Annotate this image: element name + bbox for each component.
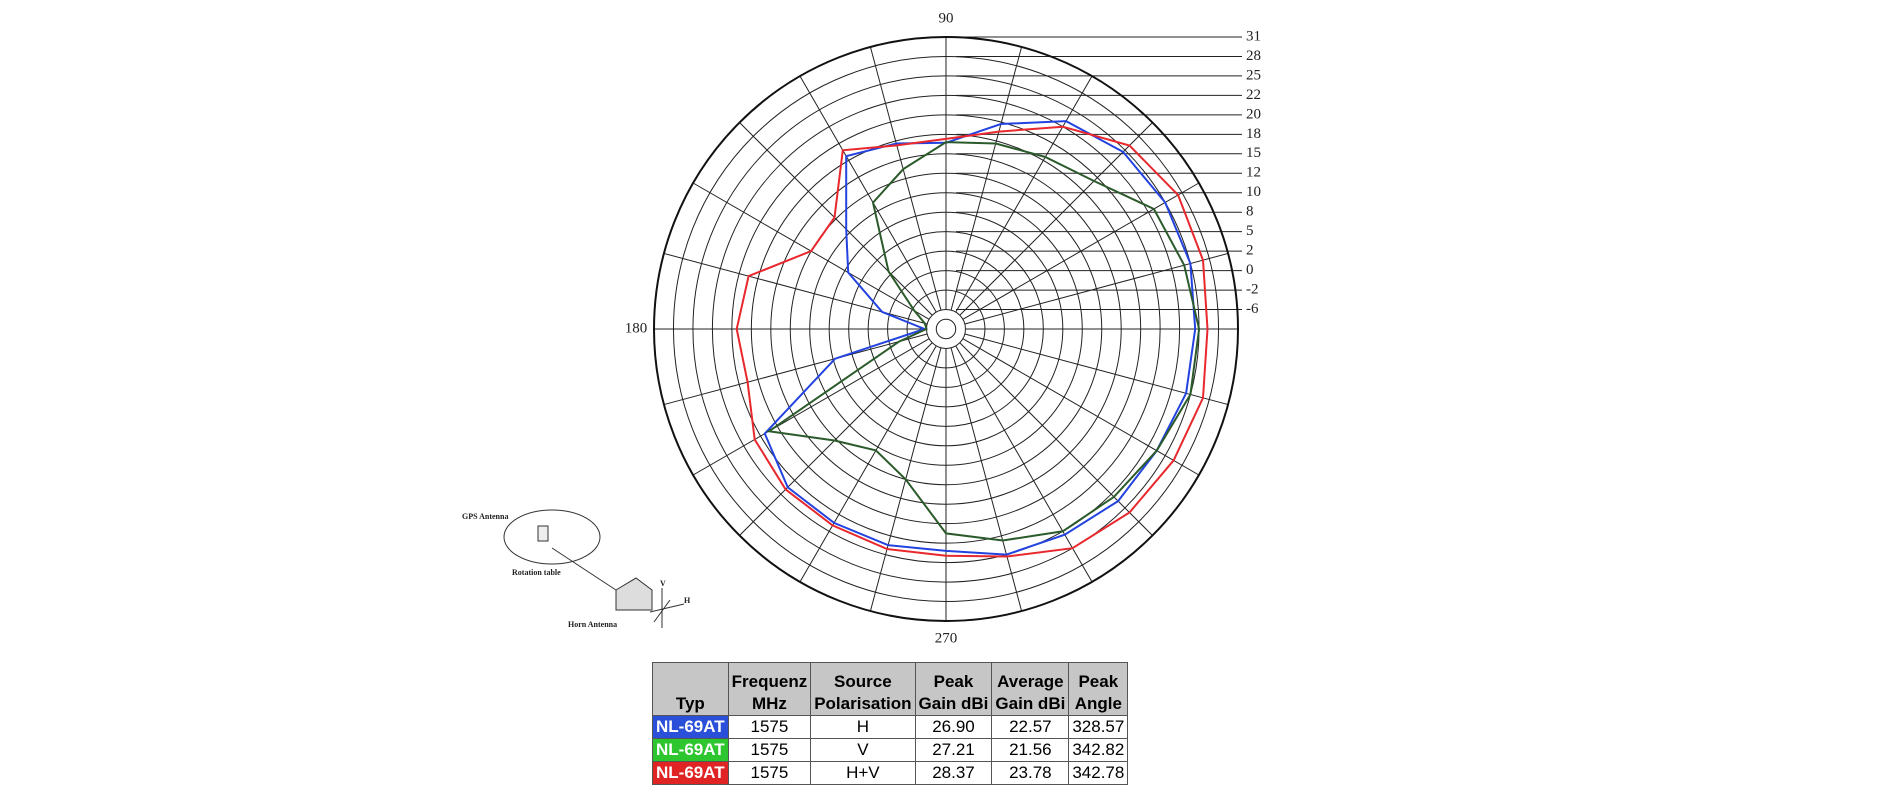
series-line bbox=[766, 141, 1201, 542]
r-tick-label: 28 bbox=[1246, 48, 1261, 64]
type-cell: NL-69AT bbox=[652, 715, 729, 739]
header-row: Typ Frequenz MHz Source Polarisation Peak Gain… bbox=[652, 662, 1129, 716]
r-tick-label: -2 bbox=[1246, 282, 1259, 298]
setup-diagram: GPS Antenna Rotation table Horn Antenna … bbox=[462, 509, 691, 629]
angle-label: 90 bbox=[939, 10, 954, 26]
series-line bbox=[735, 125, 1209, 558]
header-text: Angle bbox=[1074, 694, 1122, 713]
grid-ring bbox=[731, 114, 1161, 544]
diagram-label: V bbox=[660, 579, 666, 588]
r-tick-label: 5 bbox=[1246, 223, 1254, 239]
r-tick-label: 0 bbox=[1246, 262, 1254, 278]
r-tick-label: 2 bbox=[1246, 243, 1254, 259]
header-cell: Peak Gain dBi bbox=[914, 662, 993, 716]
table-cell: V bbox=[810, 738, 916, 762]
table-cell: 23.78 bbox=[991, 761, 1070, 785]
grid-ring bbox=[672, 55, 1220, 603]
table-cell: 26.90 bbox=[914, 715, 993, 739]
table-cell: 22.57 bbox=[991, 715, 1070, 739]
r-tick-label: 25 bbox=[1246, 67, 1261, 83]
grid-ring bbox=[789, 172, 1103, 486]
grid-ring bbox=[711, 94, 1181, 564]
table-cell: 28.37 bbox=[914, 761, 993, 785]
r-tick-label: 10 bbox=[1246, 184, 1261, 200]
table-cell: 1575 bbox=[727, 761, 812, 785]
type-cell: NL-69AT bbox=[652, 738, 729, 762]
grid-ring bbox=[828, 211, 1064, 447]
grid-ring bbox=[906, 289, 986, 369]
grid-ring bbox=[770, 153, 1122, 505]
table-cell: H bbox=[810, 715, 916, 739]
r-tick-label: 20 bbox=[1246, 106, 1261, 122]
table-cell: 342.82 bbox=[1068, 738, 1129, 762]
header-text: Gain dBi bbox=[995, 694, 1066, 713]
diagram-label: Horn Antenna bbox=[568, 620, 617, 629]
diagram-label: H bbox=[684, 596, 691, 605]
grid-ring bbox=[848, 231, 1044, 427]
table-cell: 328.57 bbox=[1068, 715, 1129, 739]
table-row: NL-69AT 1575 V 27.21 21.56 342.82 bbox=[652, 738, 1129, 762]
header-cell: Frequenz MHz bbox=[727, 662, 812, 716]
table-cell: 21.56 bbox=[991, 738, 1070, 762]
header-text: Frequenz bbox=[731, 672, 808, 691]
outer-ring bbox=[653, 36, 1239, 622]
header-text: Peak bbox=[933, 672, 974, 691]
r-tick-label: 22 bbox=[1246, 87, 1261, 103]
header-cell: Peak Angle bbox=[1068, 662, 1129, 716]
grid-ring bbox=[809, 192, 1083, 466]
diagram-label: Rotation table bbox=[512, 568, 561, 577]
table-row: NL-69AT 1575 H+V 28.37 23.78 342.78 bbox=[652, 761, 1129, 785]
table-cell: H+V bbox=[810, 761, 916, 785]
header-text: MHz bbox=[751, 694, 787, 713]
grid-ring bbox=[750, 133, 1142, 525]
center-ring bbox=[935, 318, 957, 340]
grid-ring bbox=[887, 270, 1005, 388]
grid-ring bbox=[926, 309, 966, 349]
r-tick-label: 8 bbox=[1246, 204, 1254, 220]
r-tick-label: -6 bbox=[1246, 301, 1259, 317]
angle-label: 270 bbox=[935, 630, 958, 646]
table-body: NL-69AT 1575 H 26.90 22.57 328.57 NL-69AT 1575 V… bbox=[652, 715, 1129, 785]
header-cell: Source Polarisation bbox=[810, 662, 916, 716]
table-row: NL-69AT 1575 H 26.90 22.57 328.57 bbox=[652, 715, 1129, 739]
header-cell: Average Gain dBi bbox=[991, 662, 1070, 716]
header-text: Peak bbox=[1078, 672, 1119, 691]
r-tick-label: 12 bbox=[1246, 165, 1261, 181]
results-table: Typ Frequenz MHz Source Polarisation Peak Gain… bbox=[652, 662, 1129, 785]
header-text: Gain dBi bbox=[918, 694, 989, 713]
header-text: Average bbox=[997, 672, 1064, 691]
diagram-label: GPS Antenna bbox=[462, 512, 508, 521]
r-tick-label: 15 bbox=[1246, 145, 1261, 161]
table-cell: 342.78 bbox=[1068, 761, 1129, 785]
angle-label: 180 bbox=[625, 320, 648, 336]
r-tick-label: 31 bbox=[1246, 28, 1261, 44]
header-text: Polarisation bbox=[814, 694, 912, 713]
header-text: Source bbox=[834, 672, 892, 691]
type-cell: NL-69AT bbox=[652, 761, 729, 785]
table-cell: 1575 bbox=[727, 738, 812, 762]
r-tick-label: 18 bbox=[1246, 126, 1261, 142]
table-cell: 1575 bbox=[727, 715, 812, 739]
header-text: Typ bbox=[675, 694, 705, 713]
table-cell: 27.21 bbox=[914, 738, 993, 762]
grid-ring bbox=[867, 250, 1025, 408]
header-cell: Typ bbox=[652, 662, 729, 716]
